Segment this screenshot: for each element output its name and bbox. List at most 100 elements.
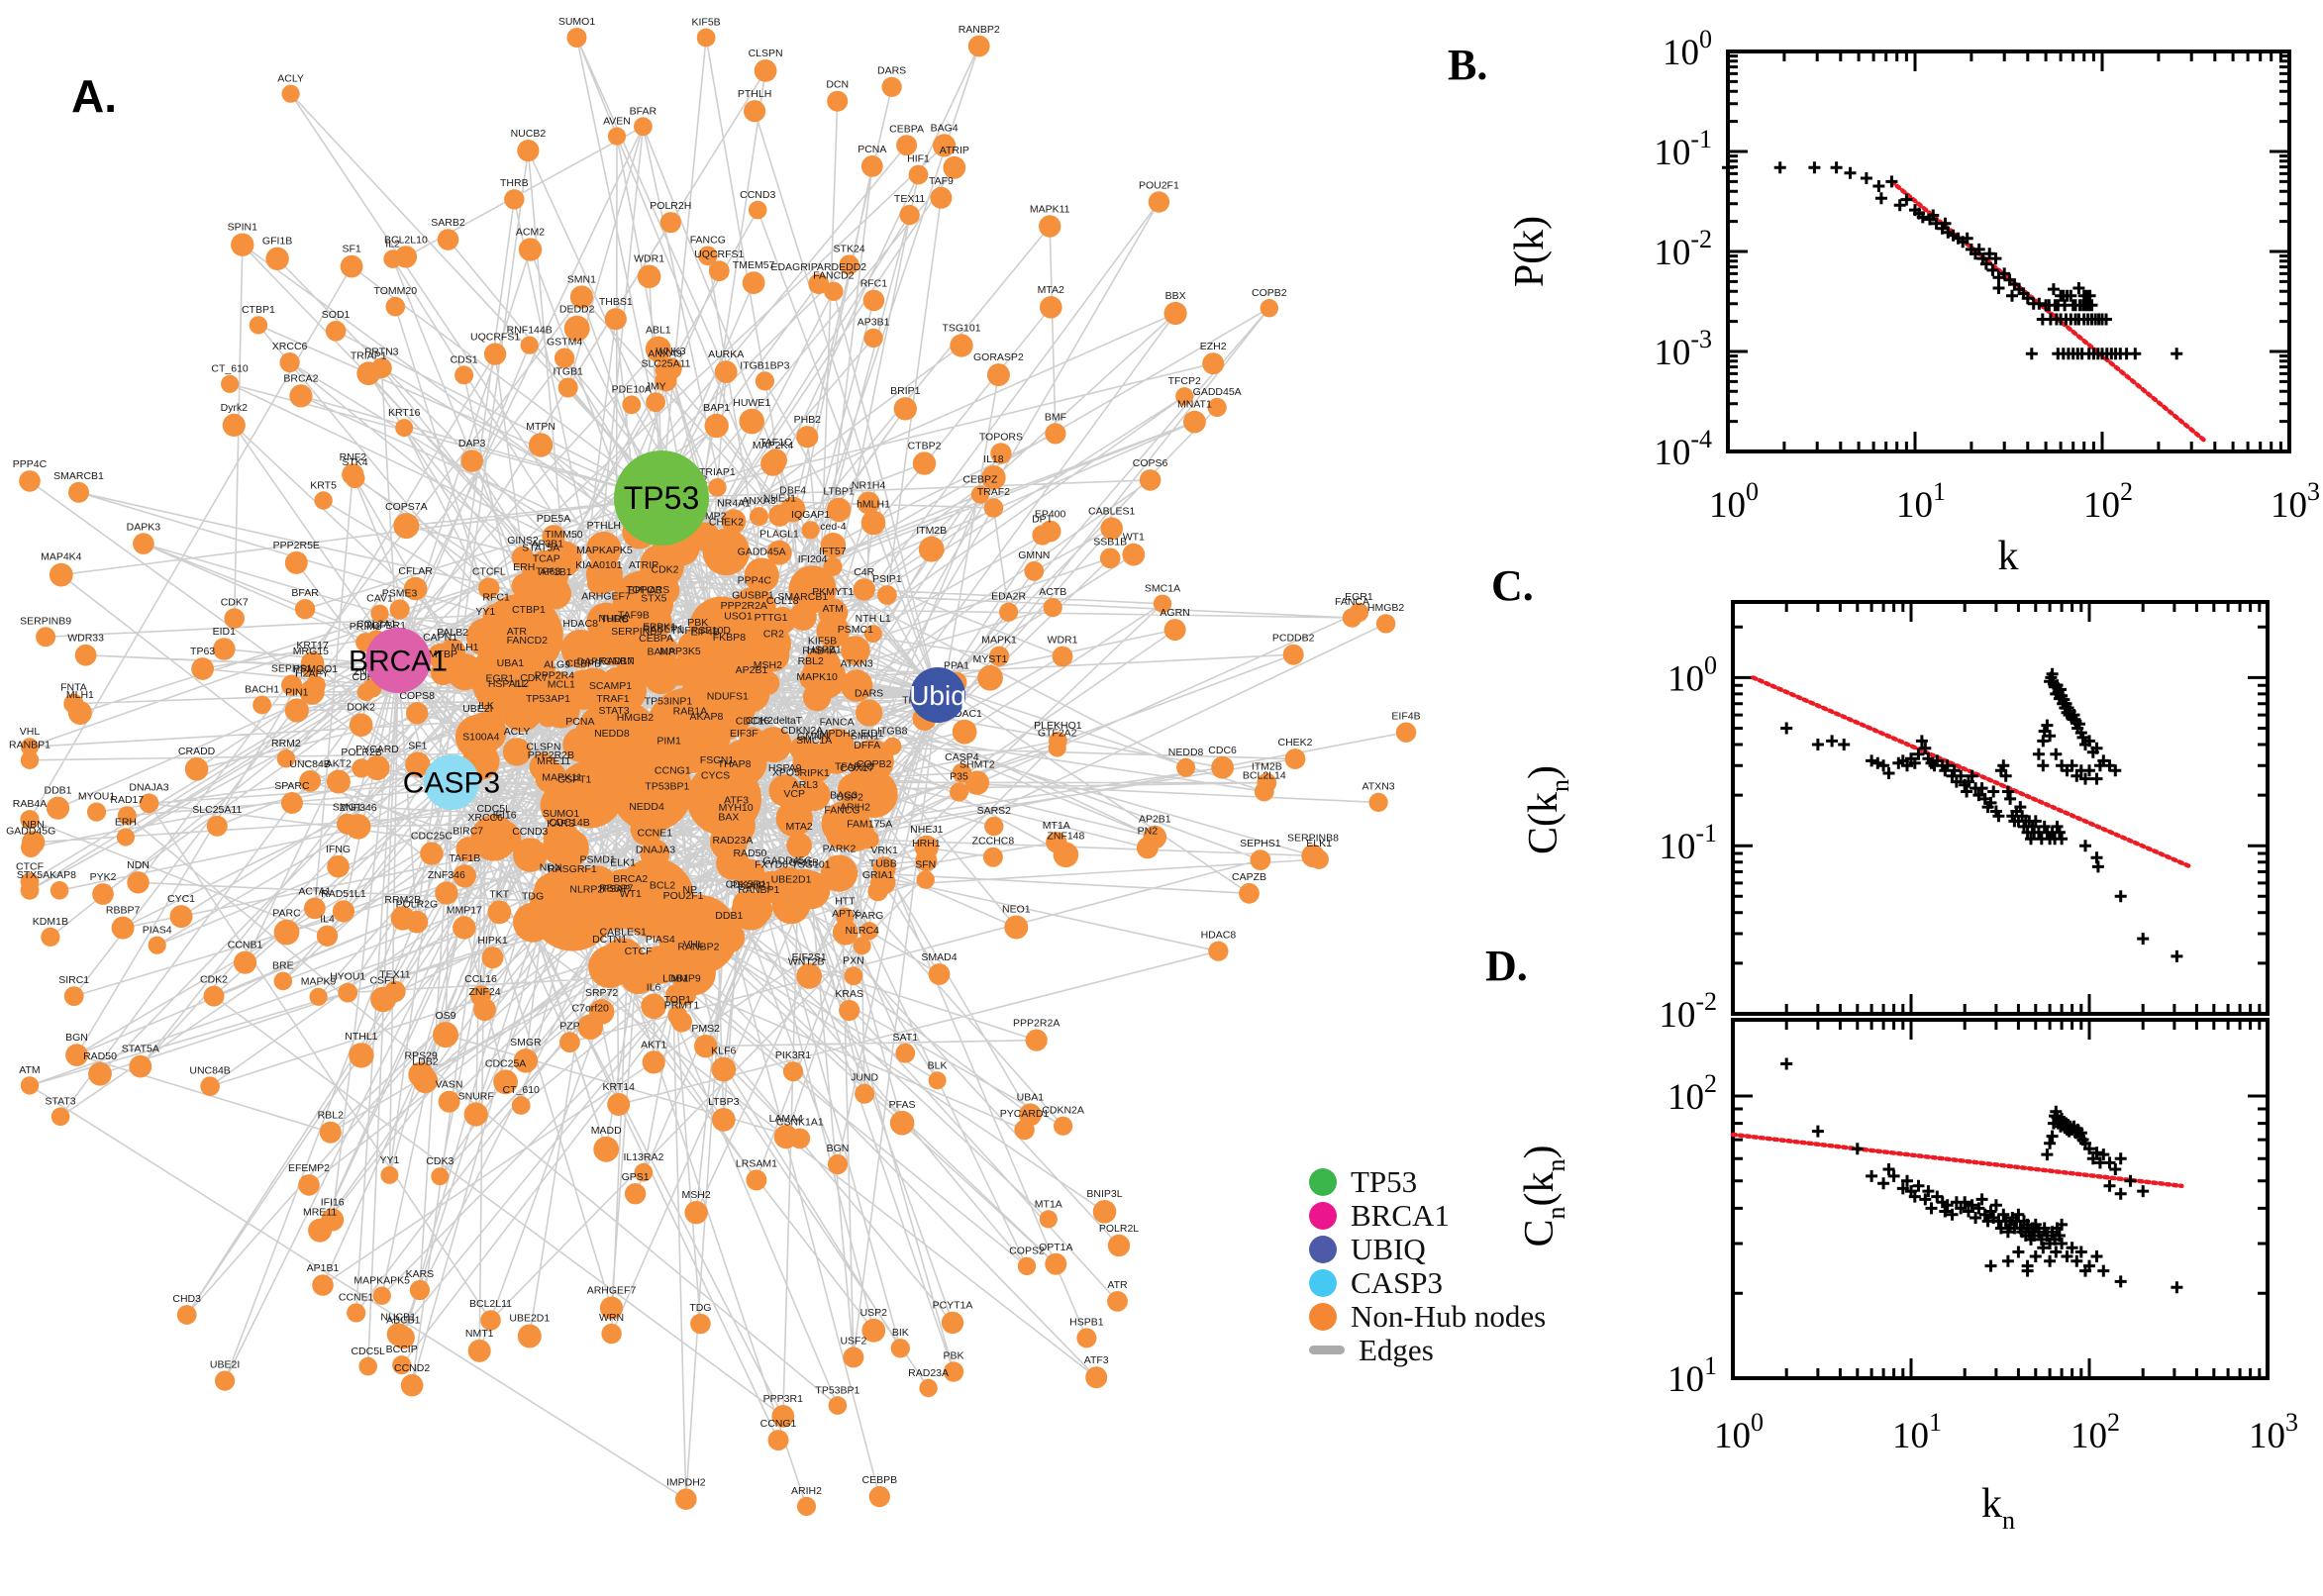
network-node-label: EPHA3	[628, 585, 662, 597]
network-node-label: LTBP1	[823, 486, 854, 498]
network-node-label: TAF9	[929, 175, 954, 187]
network-node	[733, 675, 770, 713]
network-node-label: MYST1	[972, 653, 1007, 665]
network-node	[281, 84, 300, 103]
network-node-label: DARS	[855, 688, 883, 700]
network-node	[808, 273, 830, 294]
network-node	[721, 509, 747, 534]
network-node	[862, 289, 885, 312]
network-node-label: CLSPN	[749, 48, 783, 59]
network-node-label: PCNA	[858, 144, 886, 155]
network-node-label: ZNF24	[468, 986, 500, 998]
network-node-label: EFEMP2	[288, 1162, 330, 1174]
network-node	[857, 491, 880, 515]
network-node	[792, 743, 834, 784]
network-node-label: CCNE1	[339, 1291, 374, 1303]
network-node	[841, 636, 870, 665]
network-node-label: BCCIP	[386, 1344, 418, 1355]
network-node-label: MRE11	[537, 755, 570, 767]
network-node	[779, 496, 806, 523]
network-node	[184, 757, 209, 781]
network-node	[711, 1056, 737, 1082]
network-node	[793, 790, 817, 814]
network-node	[1043, 598, 1062, 618]
network-node-label: ITGB1	[554, 366, 584, 378]
network-node-label: ATR	[507, 626, 528, 638]
network-node-label: ACLY	[504, 726, 531, 738]
network-node-label: VHL	[683, 939, 704, 950]
network-node-label: EPPK1	[643, 622, 676, 634]
network-node-label: IMPDH2	[817, 728, 857, 740]
network-node	[1054, 1116, 1073, 1136]
network-node	[641, 993, 666, 1020]
network-node	[281, 674, 303, 696]
network-node	[206, 815, 228, 837]
panel-b-label: B.	[1448, 41, 1488, 89]
network-node-label: RAB4A	[13, 798, 47, 810]
network-node	[1039, 1210, 1058, 1229]
network-node-label: AP1B1	[307, 1262, 340, 1274]
network-node	[433, 1022, 458, 1048]
network-node-label: CDK2deltaT	[746, 715, 803, 727]
network-node-label: PYCARD	[355, 744, 399, 755]
network-node	[881, 76, 902, 97]
network-node-label: EIF4B	[1391, 711, 1420, 723]
network-node-label: NLRC4	[845, 925, 879, 937]
network-node	[563, 315, 590, 342]
legend-label: BRCA1	[1351, 1198, 1450, 1233]
hub-node-label: CASP3	[403, 767, 500, 800]
network-node-label: BNIP3L	[1086, 1188, 1122, 1200]
network-node	[1076, 1328, 1097, 1348]
network-node	[1239, 882, 1260, 904]
network-node	[349, 1043, 374, 1068]
network-node-label: GPS1	[622, 1171, 650, 1183]
network-node	[200, 1076, 220, 1096]
network-node	[127, 871, 150, 894]
network-node-label: PLEKHO1	[1034, 720, 1082, 732]
network-node-label: RANBP1	[9, 740, 50, 751]
network-node-label: LRSAM1	[736, 1157, 777, 1169]
network-node-label: CHEK2	[1277, 737, 1312, 748]
network-node-label: ZNF346	[340, 802, 377, 814]
network-node	[599, 1296, 624, 1320]
network-node-label: TOPORS	[626, 584, 669, 596]
network-node-label: AVEN	[603, 116, 631, 128]
network-node-label: BGN	[65, 1032, 88, 1044]
network-node	[517, 1324, 542, 1348]
network-node	[928, 1071, 947, 1090]
network-node-label: ATR	[1107, 1279, 1128, 1291]
network-node	[630, 813, 663, 846]
network-node-label: HDAC8	[1201, 930, 1237, 942]
tick-label: 101	[1892, 1408, 1942, 1456]
network-node-label: PDE5A	[537, 513, 570, 525]
network-node	[786, 833, 812, 858]
network-node-label: WDR1	[634, 252, 664, 264]
network-node-label: H2AFY	[295, 667, 329, 679]
network-node-label: KRAS	[835, 988, 863, 1000]
network-node-label: ZCCHC8	[972, 836, 1015, 848]
network-node	[652, 747, 686, 781]
network-node	[899, 204, 920, 226]
network-node-label: MAPKAPK5	[354, 1274, 410, 1286]
network-node-label: SUMO1	[543, 808, 580, 820]
tick-label: 102	[1667, 1069, 1717, 1118]
network-node-label: AKAP8	[689, 711, 723, 723]
network-node-label: RAD23A	[712, 835, 753, 847]
network-node-label: VCP	[783, 788, 805, 800]
tick-label: 102	[2083, 477, 2133, 526]
network-node-label: MLH1	[66, 689, 94, 701]
legend-item-non-hub-nodes: Non-Hub nodes	[1309, 1301, 1546, 1332]
network-node-label: ARHGEF7	[581, 591, 631, 603]
network-node-label: ARHGEF7	[587, 1285, 637, 1297]
legend-item-ubiq: UBIQ	[1309, 1234, 1546, 1264]
network-node	[535, 761, 567, 794]
network-node-label: BCL2L11	[469, 1298, 512, 1310]
network-node	[669, 896, 710, 936]
network-node-label: STK4	[342, 456, 367, 468]
network-node-label: GINS2	[507, 535, 539, 547]
network-node-label: RAD51L1	[321, 888, 366, 900]
network-node-label: CDK5R1	[726, 879, 767, 891]
network-node-label: BRCA2	[613, 873, 648, 885]
network-node	[1208, 941, 1229, 961]
network-node-label: SMC1A	[1145, 583, 1180, 595]
